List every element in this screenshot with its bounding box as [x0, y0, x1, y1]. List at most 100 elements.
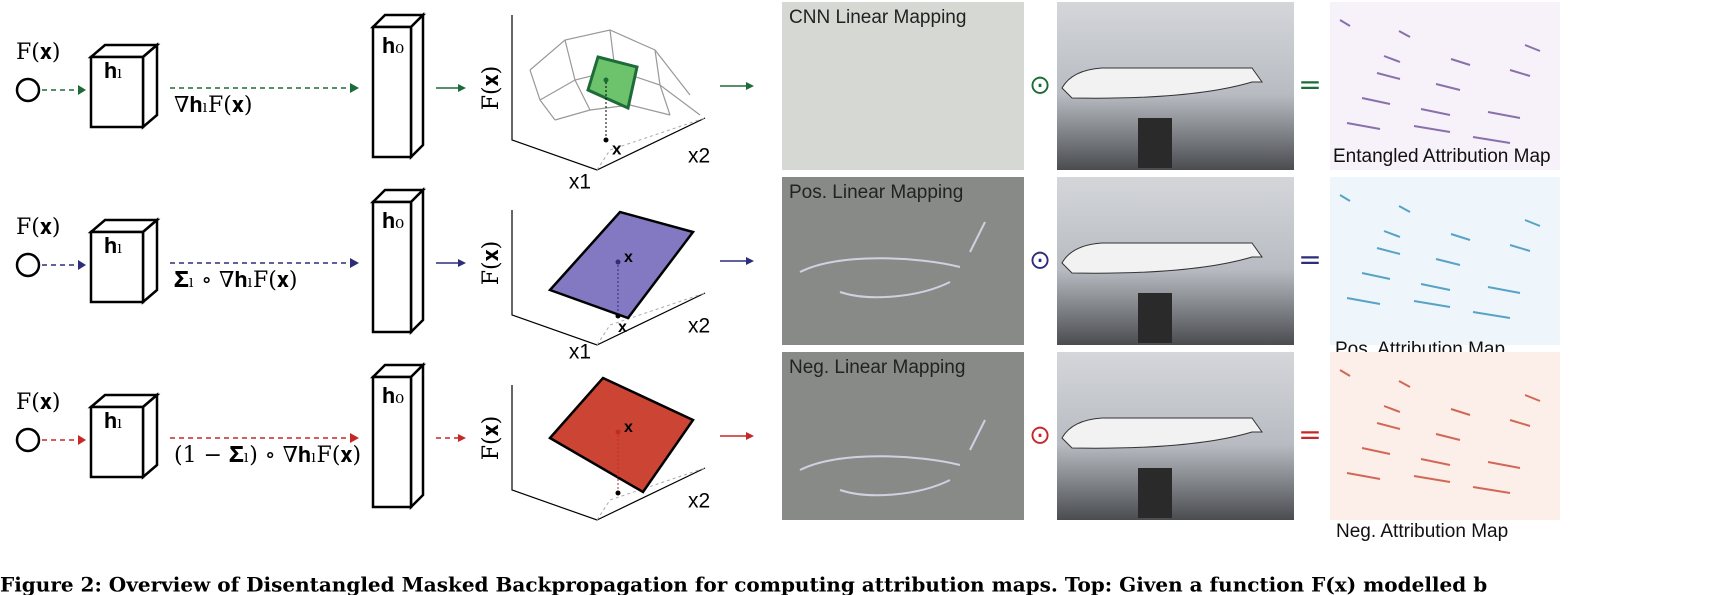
equals: =: [1298, 68, 1321, 101]
mapping-title: Neg. Linear Mapping: [789, 357, 965, 378]
plot-x1-label: x1: [569, 171, 591, 194]
attribution-stroke: [1346, 472, 1381, 480]
attribution-stroke: [1524, 394, 1541, 402]
attribution-stroke: [1435, 258, 1461, 266]
attribution-stroke: [1420, 283, 1451, 291]
attribution-stroke: [1435, 83, 1461, 91]
arrow-head: [746, 82, 754, 90]
mapping-image: [782, 2, 1024, 170]
linear-plane: [548, 376, 695, 494]
airplane: [1061, 417, 1263, 449]
attribution-stroke: [1487, 286, 1521, 294]
point: [615, 490, 621, 496]
input-node: [15, 77, 41, 103]
attribution-stroke: [1346, 122, 1381, 130]
plot-x2-label: x2: [688, 145, 710, 168]
attribution-title: Neg. Attribution Map: [1336, 521, 1508, 542]
attribution-stroke: [1383, 230, 1401, 238]
attribution-stroke: [1487, 461, 1521, 469]
layer-label: 𝐡ₗ: [104, 234, 123, 259]
attribution-stroke: [1472, 486, 1511, 494]
cube-side: [141, 42, 159, 130]
attribution-stroke: [1361, 447, 1391, 455]
plot-plane-point-label: x: [624, 419, 633, 436]
attribution-stroke: [1450, 233, 1471, 241]
attribution-stroke: [1398, 380, 1411, 388]
block-side: [409, 11, 425, 161]
plot-x2-label: x2: [688, 490, 710, 513]
plot-x1-label: x1: [569, 341, 591, 364]
tangent-plane: [586, 55, 639, 111]
plot-floor: [596, 292, 706, 346]
layer-label: 𝐡ₗ: [104, 59, 123, 84]
cube-front: [89, 405, 145, 479]
plot-axes: [511, 210, 706, 346]
plot-floor: [596, 117, 706, 171]
attribution-stroke: [1435, 433, 1461, 441]
plot-point-label: x: [618, 319, 627, 336]
block-side: [409, 186, 425, 336]
arrow-head: [746, 257, 754, 265]
attribution-stroke: [1472, 311, 1511, 319]
arrow-head: [458, 259, 466, 267]
mapping-title: CNN Linear Mapping: [789, 7, 966, 28]
output-layer-label: 𝐡₀: [382, 209, 404, 234]
plot-point-label: x: [612, 139, 622, 158]
arrow-head: [350, 258, 359, 268]
arrow-head: [350, 433, 359, 443]
ground-object: [1138, 468, 1172, 518]
mapping-image: [782, 177, 1024, 345]
cube-side: [141, 217, 159, 305]
surface-mesh: [554, 104, 671, 121]
input-node: [15, 252, 41, 278]
arrow-head: [746, 432, 754, 440]
attribution-stroke: [1339, 369, 1351, 377]
arrow-head: [458, 84, 466, 92]
input-label: F(𝐱): [16, 390, 61, 415]
attribution-stroke: [1420, 108, 1451, 116]
mapping-image: [782, 352, 1024, 520]
attribution-stroke: [1361, 272, 1391, 280]
plot-floor: [596, 467, 706, 521]
attribution-stroke: [1472, 136, 1511, 144]
attribution-stroke: [1509, 419, 1531, 427]
equals: =: [1298, 243, 1321, 276]
attribution-stroke: [1524, 44, 1541, 52]
input-label: F(𝐱): [16, 215, 61, 240]
attribution-stroke: [1339, 19, 1351, 27]
equals: =: [1298, 418, 1321, 451]
plot-y-label: F(𝐱): [479, 241, 504, 286]
attribution-stroke: [1376, 247, 1401, 255]
block-side: [409, 361, 425, 511]
plot-x2-label: x2: [688, 315, 710, 338]
attribution-stroke: [1509, 69, 1531, 77]
gradient-label: ∇𝐡ₗF(𝐱): [174, 93, 253, 118]
mapping-edges: [799, 419, 986, 497]
operator: ⊙: [1029, 421, 1051, 451]
cube-side: [141, 392, 159, 480]
arrow-head: [78, 435, 86, 445]
attribution-stroke: [1487, 111, 1521, 119]
attribution-stroke: [1509, 244, 1531, 252]
attribution-stroke: [1383, 405, 1401, 413]
airplane: [1061, 242, 1263, 274]
attribution-stroke: [1339, 194, 1351, 202]
surface-mesh: [654, 49, 671, 116]
plot-axes: [511, 15, 706, 171]
arrow-head: [78, 260, 86, 270]
surface-mesh: [529, 69, 556, 121]
operator: ⊙: [1029, 246, 1051, 276]
point: [615, 429, 621, 435]
output-layer-label: 𝐡₀: [382, 34, 404, 59]
attribution-stroke: [1413, 125, 1451, 133]
point: [603, 77, 609, 83]
ground-object: [1138, 118, 1172, 168]
attribution-stroke: [1346, 297, 1381, 305]
plot-y-label: F(𝐱): [479, 66, 504, 111]
mapping-edges: [799, 221, 986, 299]
block-front: [371, 200, 413, 334]
plot-axes: [511, 385, 706, 521]
attribution-title: Entangled Attribution Map: [1333, 146, 1551, 167]
attribution-stroke: [1413, 475, 1451, 483]
